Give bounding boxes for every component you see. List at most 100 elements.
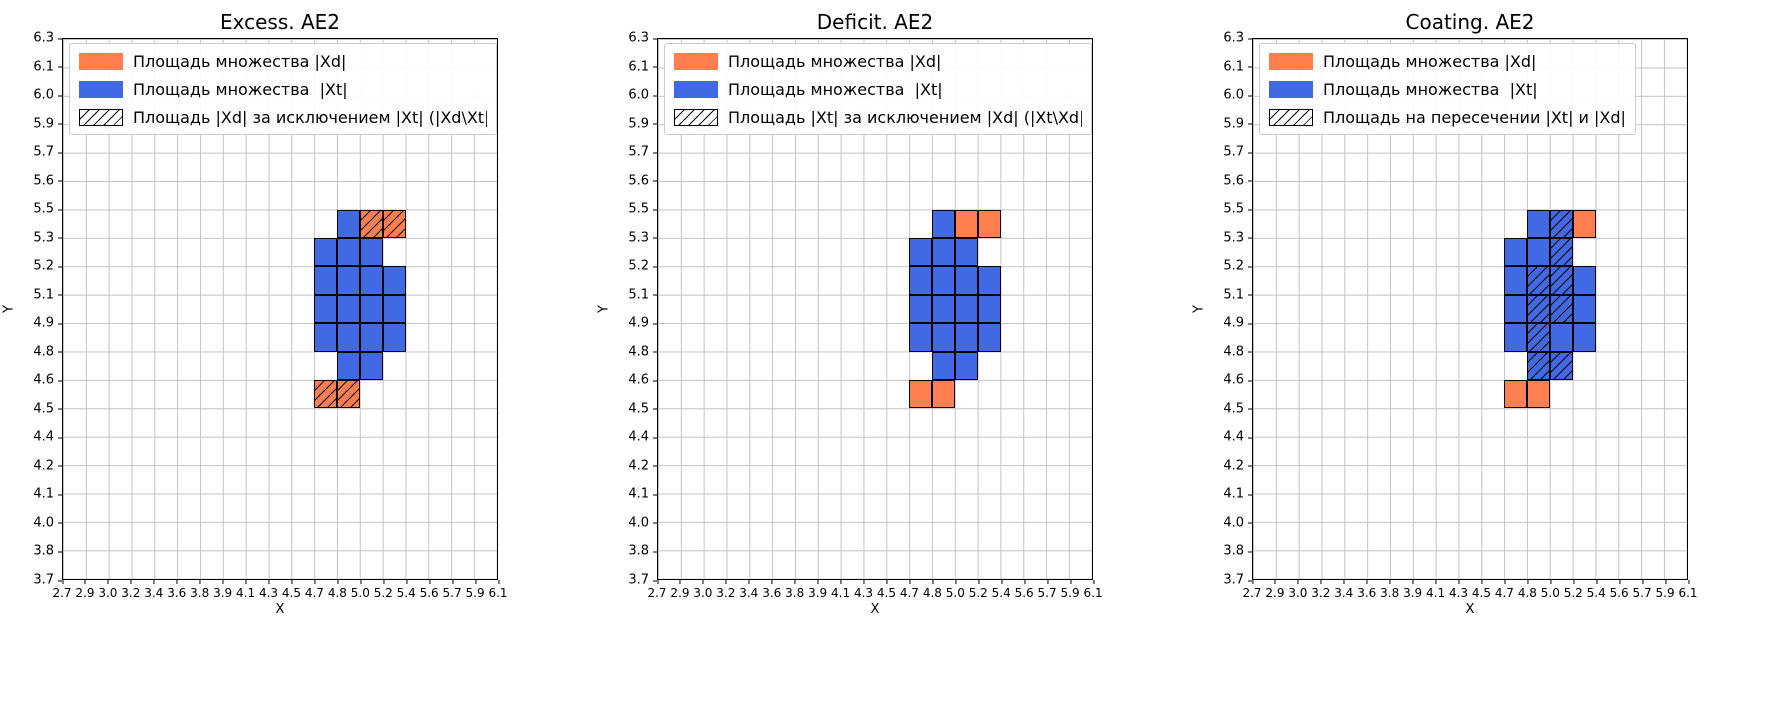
legend-swatch (674, 52, 718, 70)
plot-area: Площадь множества |Xd| Площадь множества… (62, 38, 498, 580)
x-tick-label: 5.6 (1014, 580, 1034, 600)
grid-cell (1572, 294, 1596, 324)
x-tick-label: 2.7 (647, 580, 667, 600)
x-tick-label: 4.5 (1471, 580, 1492, 600)
y-tick-label: 4.8 (33, 344, 62, 360)
grid-cell (337, 323, 360, 352)
plot-row: Y 3.7 3.8 4.0 4.1 4.2 4.4 4.5 4.6 4.8 4.9 5.1 5.2 5.… (1190, 31, 1785, 588)
panel: Excess. AE2 Y 3.7 3.8 4.0 4.1 4.2 4.4 4.5 4.6 4.… (0, 8, 595, 624)
x-axis-label: X (1465, 602, 1475, 617)
y-tick-label: 4.0 (33, 515, 62, 531)
y-tick-label: 5.9 (33, 116, 62, 132)
y-axis-label: Y (1191, 305, 1207, 313)
grid-cell (954, 209, 978, 238)
grid-cell (1527, 380, 1550, 409)
x-tick-label: 4.1 (1426, 580, 1446, 600)
x-tick-label: 4.5 (876, 580, 897, 600)
y-tick-label: 4.6 (33, 372, 62, 388)
x-tick-label: 5.0 (350, 580, 370, 600)
y-tick-label: 6.3 (33, 30, 62, 46)
x-tick-label: 5.9 (1655, 580, 1675, 600)
plot-area: Площадь множества |Xd| Площадь множества… (657, 38, 1093, 580)
legend-row: Площадь множества |Xd| (674, 49, 1082, 73)
y-tick-label: 4.0 (1223, 515, 1252, 531)
legend-swatch (79, 80, 123, 98)
y-tick-label: 5.5 (33, 201, 62, 217)
grid-cell (337, 266, 360, 295)
legend-row: Площадь множества |Xt| (79, 77, 487, 101)
panel: Coating. AE2 Y 3.7 3.8 4.0 4.1 4.2 4.4 4.5 4.6 4… (1190, 8, 1785, 624)
x-tick-label: 4.7 (899, 580, 919, 600)
x-tick-label: 3.8 (1380, 580, 1400, 600)
legend-label: Площадь множества |Xd| (133, 51, 347, 71)
panel: Deficit. AE2 Y 3.7 3.8 4.0 4.1 4.2 4.4 4.5 4.6 4… (595, 8, 1190, 624)
x-tick-label: 5.6 (419, 580, 439, 600)
y-tick-label: 4.4 (1223, 429, 1252, 445)
y-tick-label: 4.8 (1223, 344, 1252, 360)
y-tick-label: 6.1 (33, 59, 62, 75)
legend-row: Площадь на пересечении |Xt| и |Xd| (1269, 105, 1626, 129)
x-tick-label: 3.6 (1357, 580, 1377, 600)
grid-cell (359, 209, 383, 238)
x-tick-label: 3.4 (739, 580, 759, 600)
legend-swatch (79, 108, 123, 126)
grid-cell (382, 266, 406, 295)
legend-label: Площадь множества |Xd| (728, 51, 942, 71)
grid-cell (359, 323, 383, 352)
y-tick-label: 4.6 (628, 372, 657, 388)
y-tick-label: 3.7 (33, 572, 62, 588)
grid-cell (314, 266, 338, 295)
grid-cell (337, 209, 360, 238)
x-tick-label: 5.4 (396, 580, 416, 600)
legend-label: Площадь множества |Xt| (1323, 79, 1538, 99)
y-tick-label: 4.2 (628, 458, 657, 474)
legend-swatch (1269, 108, 1313, 126)
panel-title: Coating. AE2 (1405, 10, 1535, 34)
y-tick-label: 5.2 (1223, 258, 1252, 274)
x-ticks: 2.7 2.9 3.0 3.2 3.4 3.6 3.8 3.9 4.1 4.3 4.5 4.7 4.8 5… (1242, 580, 1698, 602)
x-tick-label: 3.0 (693, 580, 713, 600)
grid-cell (977, 294, 1001, 324)
grid-cell (954, 266, 978, 295)
x-tick-label: 4.3 (853, 580, 874, 600)
y-tick-label: 5.5 (1223, 201, 1252, 217)
y-ticks: 3.7 3.8 4.0 4.1 4.2 4.4 4.5 4.6 4.8 4.9 5.1 5.2 5.3 5… (1208, 31, 1252, 588)
plot-row: Y 3.7 3.8 4.0 4.1 4.2 4.4 4.5 4.6 4.8 4.9 5.1 5.2 5.… (595, 31, 1190, 588)
x-tick-label: 5.2 (968, 580, 988, 600)
grid-cell (954, 351, 978, 381)
x-tick-label: 3.9 (808, 580, 828, 600)
y-tick-label: 5.9 (628, 116, 657, 132)
x-tick-label: 3.8 (190, 580, 210, 600)
legend: Площадь множества |Xd| Площадь множества… (69, 43, 497, 135)
x-tick-label: 5.4 (991, 580, 1011, 600)
x-tick-label: 5.0 (945, 580, 965, 600)
x-tick-label: 3.6 (167, 580, 187, 600)
x-tick-label: 3.0 (1288, 580, 1308, 600)
legend-swatch (1269, 80, 1313, 98)
legend-swatch (674, 80, 718, 98)
x-tick-label: 3.6 (762, 580, 782, 600)
grid-cell (314, 294, 338, 324)
y-axis-label-column: Y (0, 38, 18, 580)
legend-label: Площадь множества |Xt| (728, 79, 943, 99)
y-tick-label: 4.4 (628, 429, 657, 445)
legend-label: Площадь |Xd| за исключением |Xt| (|Xd\Xt… (133, 107, 487, 127)
y-axis-label-column: Y (1190, 38, 1208, 580)
grid-cell (314, 323, 338, 352)
y-tick-label: 5.2 (33, 258, 62, 274)
panel-title: Excess. AE2 (219, 10, 341, 34)
x-tick-label: 6.1 (1083, 580, 1103, 600)
y-tick-label: 4.8 (628, 344, 657, 360)
x-tick-label: 4.7 (304, 580, 324, 600)
plot-area: Площадь множества |Xd| Площадь множества… (1252, 38, 1688, 580)
x-tick-label: 5.2 (373, 580, 393, 600)
y-tick-label: 5.3 (33, 230, 62, 246)
y-tick-label: 5.1 (33, 287, 62, 303)
y-axis-label-column: Y (595, 38, 613, 580)
y-tick-label: 3.8 (1223, 543, 1252, 559)
x-tick-label: 4.1 (236, 580, 256, 600)
x-tick-label: 3.4 (1334, 580, 1354, 600)
y-tick-label: 3.8 (628, 543, 657, 559)
grid-cell (932, 209, 955, 238)
legend-row: Площадь множества |Xt| (674, 77, 1082, 101)
